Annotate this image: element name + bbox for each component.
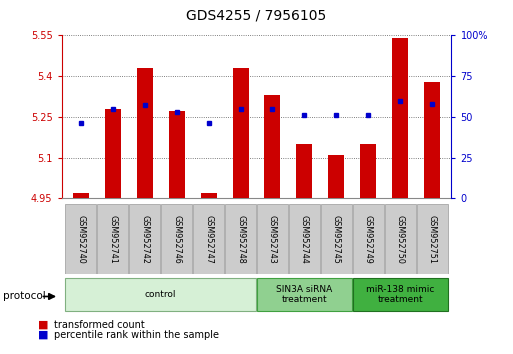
- Bar: [201, 193, 216, 198]
- Text: SIN3A siRNA
treatment: SIN3A siRNA treatment: [277, 285, 332, 304]
- Text: GSM952745: GSM952745: [332, 215, 341, 263]
- FancyBboxPatch shape: [353, 204, 384, 274]
- Text: GSM952740: GSM952740: [76, 215, 85, 263]
- Bar: [360, 144, 377, 198]
- Bar: [424, 81, 440, 198]
- Text: GSM952742: GSM952742: [140, 215, 149, 263]
- FancyBboxPatch shape: [161, 204, 192, 274]
- Text: ■: ■: [38, 320, 49, 330]
- Bar: [136, 68, 153, 198]
- Text: ■: ■: [38, 330, 49, 339]
- FancyBboxPatch shape: [321, 204, 352, 274]
- Text: miR-138 mimic
treatment: miR-138 mimic treatment: [366, 285, 435, 304]
- Bar: [232, 68, 248, 198]
- FancyBboxPatch shape: [225, 204, 256, 274]
- Text: GSM952746: GSM952746: [172, 215, 181, 263]
- Bar: [328, 155, 344, 198]
- FancyBboxPatch shape: [353, 278, 448, 312]
- Text: GSM952748: GSM952748: [236, 215, 245, 263]
- Text: GSM952741: GSM952741: [108, 215, 117, 263]
- FancyBboxPatch shape: [129, 204, 160, 274]
- Bar: [297, 144, 312, 198]
- FancyBboxPatch shape: [385, 204, 416, 274]
- Text: percentile rank within the sample: percentile rank within the sample: [54, 330, 219, 339]
- Text: GSM952743: GSM952743: [268, 215, 277, 263]
- FancyBboxPatch shape: [193, 204, 224, 274]
- FancyBboxPatch shape: [257, 204, 288, 274]
- FancyBboxPatch shape: [65, 278, 256, 312]
- Text: GDS4255 / 7956105: GDS4255 / 7956105: [186, 9, 327, 23]
- Text: GSM952750: GSM952750: [396, 215, 405, 263]
- Text: GSM952749: GSM952749: [364, 215, 373, 263]
- Bar: [392, 38, 408, 198]
- FancyBboxPatch shape: [65, 204, 96, 274]
- Text: protocol: protocol: [3, 291, 45, 301]
- FancyBboxPatch shape: [97, 204, 128, 274]
- FancyBboxPatch shape: [257, 278, 352, 312]
- Text: GSM952751: GSM952751: [428, 215, 437, 263]
- Text: GSM952747: GSM952747: [204, 215, 213, 263]
- Text: transformed count: transformed count: [54, 320, 145, 330]
- Bar: [73, 193, 89, 198]
- FancyBboxPatch shape: [289, 204, 320, 274]
- Text: control: control: [145, 290, 176, 299]
- Bar: [265, 95, 281, 198]
- FancyBboxPatch shape: [417, 204, 448, 274]
- Bar: [105, 109, 121, 198]
- Bar: [169, 112, 185, 198]
- Text: GSM952744: GSM952744: [300, 215, 309, 263]
